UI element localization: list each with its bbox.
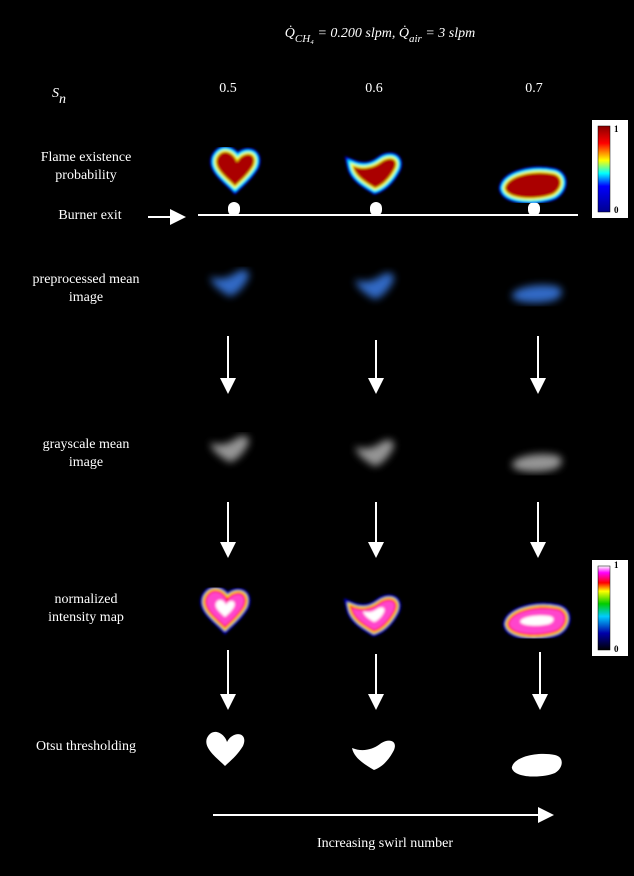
grayscale-images [210,436,562,472]
row-label: probability [55,168,116,183]
page: {"title":{"q1":"Q̇","sub1":"CH₄","mid":"… [0,0,634,876]
colorbar-min: 0 [614,205,619,215]
column-label: 0.6 [365,81,383,96]
footer: Increasing swirl number [317,836,453,851]
row-label: preprocessed mean [33,272,140,287]
colorbar-max: 1 [614,560,619,570]
colorbar: 1 0 [592,560,628,656]
row-label: intensity map [48,610,124,625]
row-label: image [69,290,103,305]
row-label: normalized [55,592,118,607]
intensity-maps [206,592,564,634]
row-label: grayscale mean [43,437,130,452]
existence-maps [216,152,560,198]
row-label: image [69,455,103,470]
colorbar-max: 1 [614,124,619,134]
preprocessed-images [210,270,562,303]
colorbar: 1 0 [592,120,628,218]
row-label: Otsu thresholding [36,739,136,754]
swirl-label: Sn [52,86,66,107]
title: Q̇CH₄ = 0.200 slpm, Q̇air = 3 slpm [285,25,476,45]
row-label: Flame existence [41,150,132,165]
colorbar-min: 0 [614,644,619,654]
figure: Q̇CH₄ = 0.200 slpm, Q̇air = 3 slpm Sn 0.… [0,0,634,876]
column-label: 0.5 [219,81,237,96]
otsu-masks [206,732,561,777]
row-label: Burner exit [58,208,121,223]
burner [148,202,578,217]
column-label: 0.7 [525,81,543,96]
